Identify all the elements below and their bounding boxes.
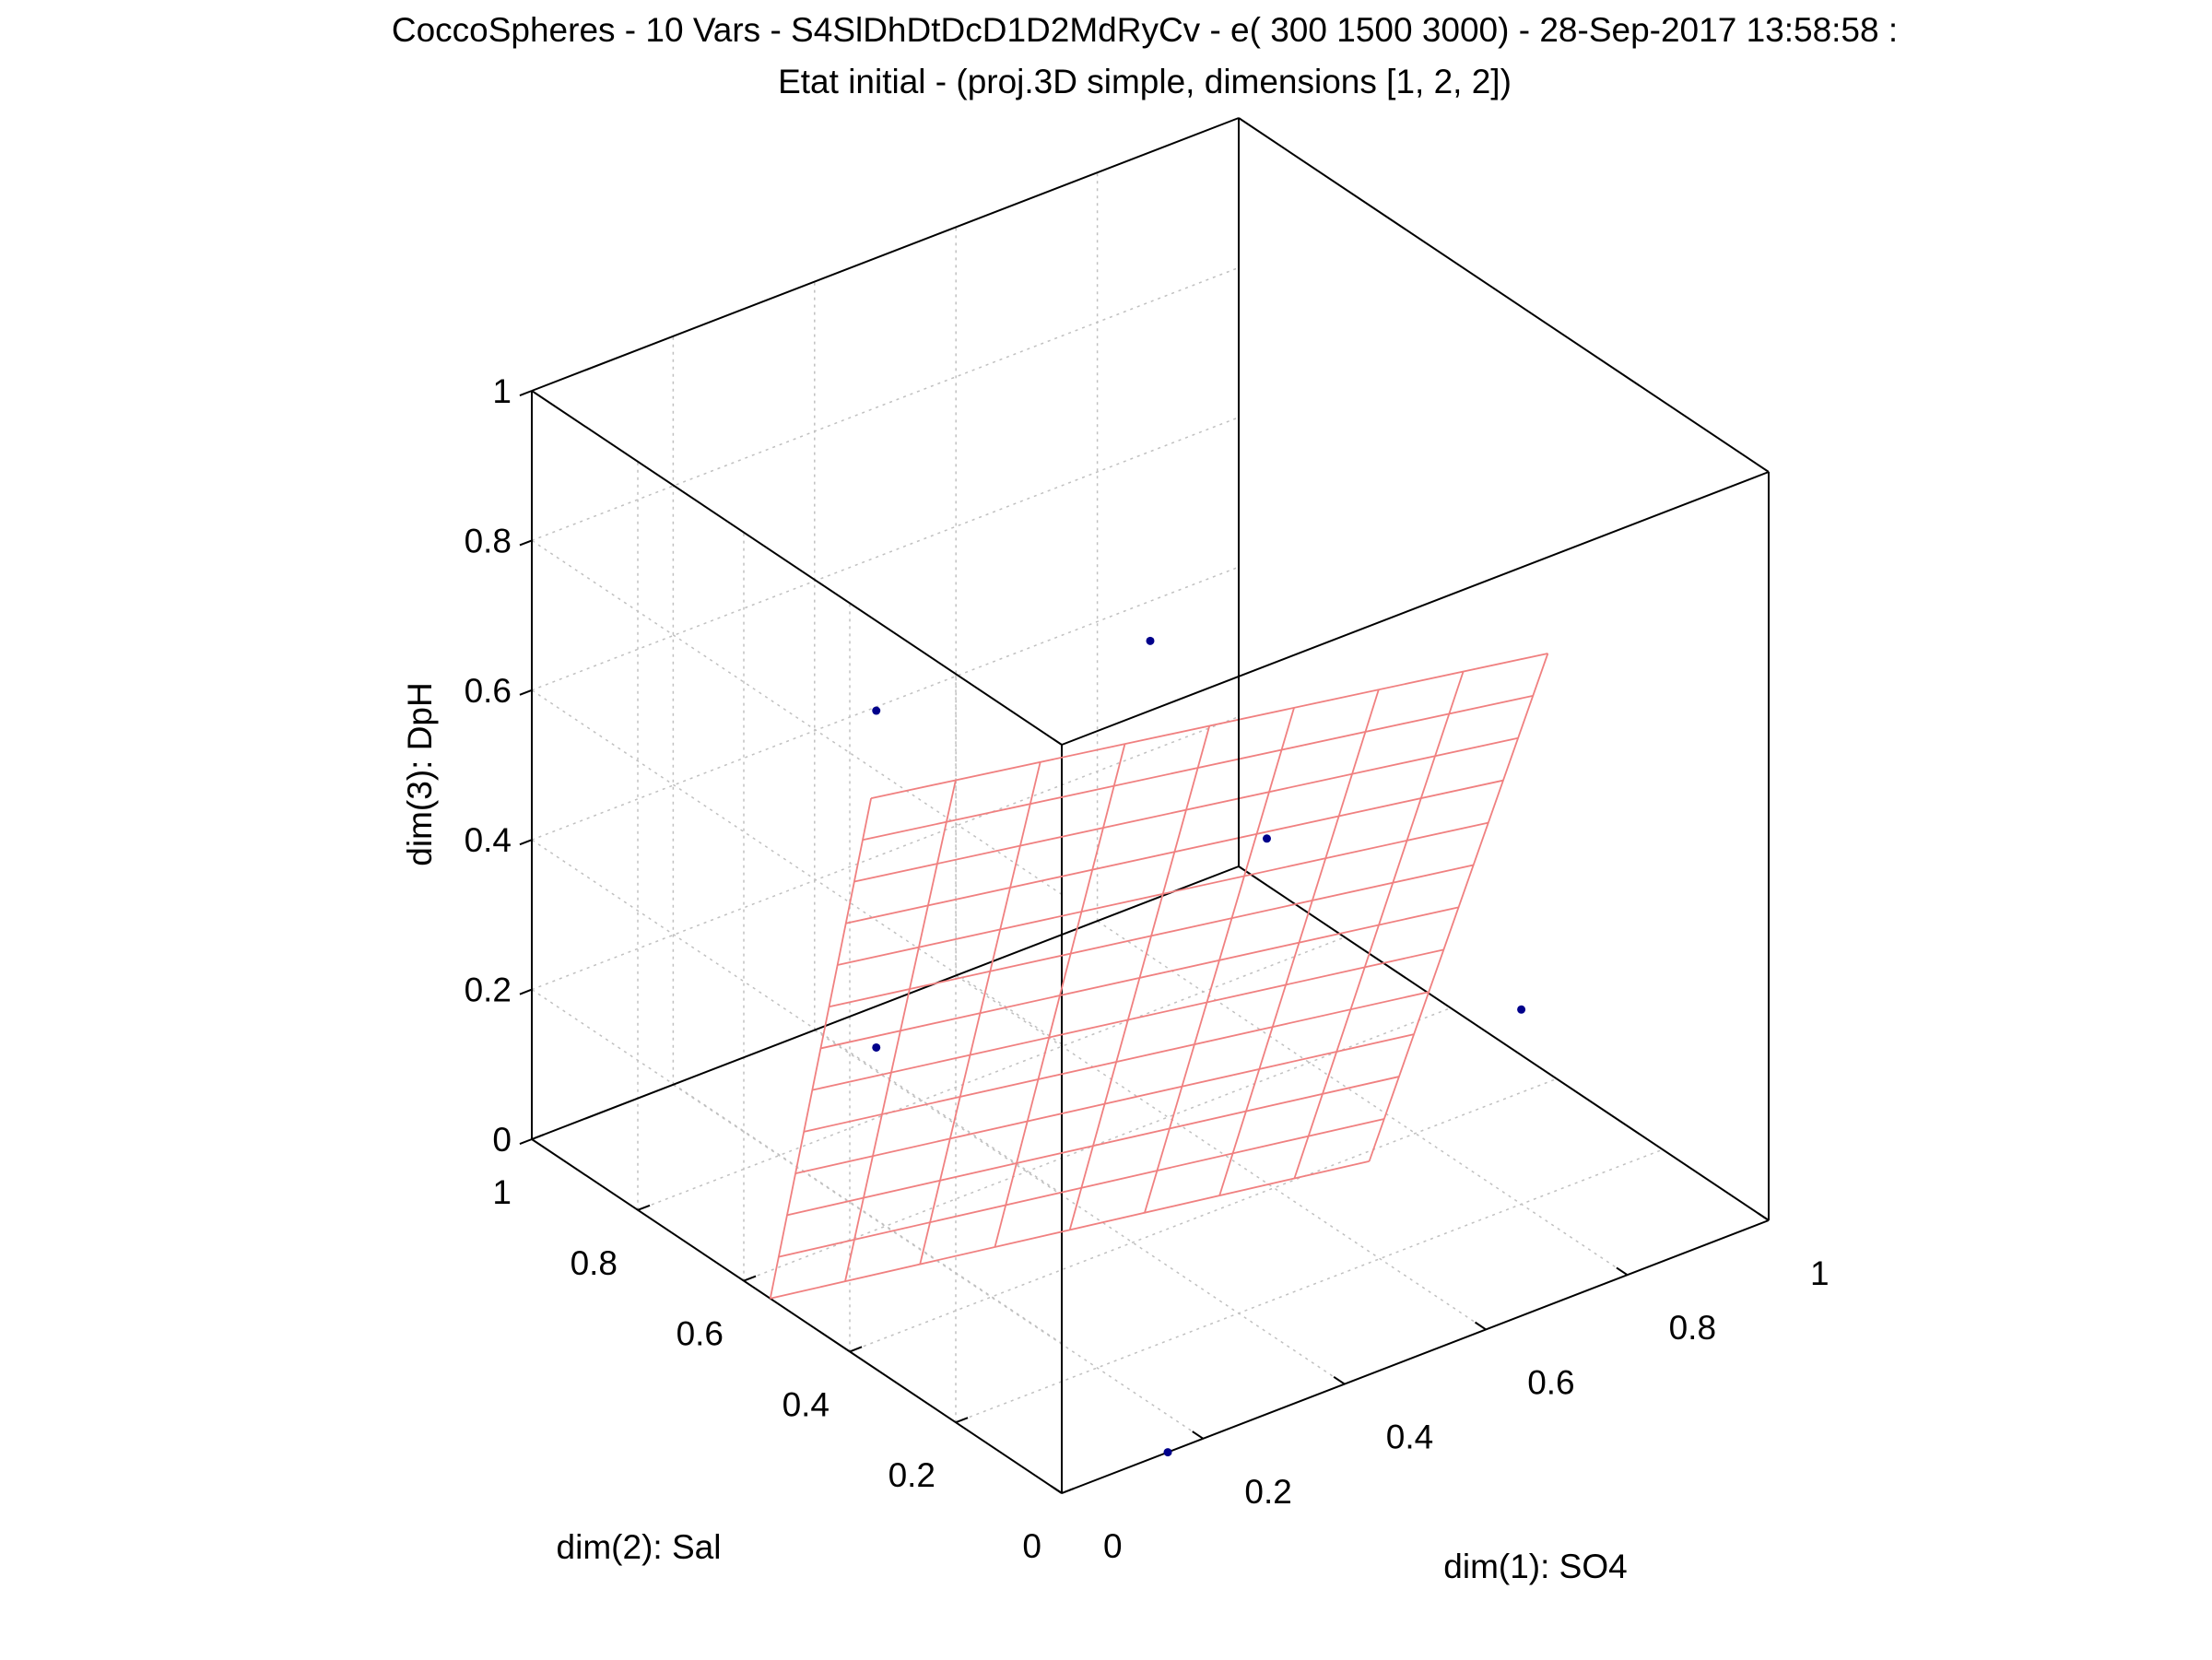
- z-tick-label: 0: [492, 1121, 512, 1159]
- z-tick-label: 0.6: [465, 672, 512, 710]
- data-point: [1517, 1005, 1526, 1014]
- x-tick-mark: [1757, 1212, 1770, 1221]
- axes-box-edge: [531, 117, 1240, 392]
- y-tick-mark: [743, 1275, 757, 1282]
- axes-box-front: [531, 117, 1770, 1220]
- z-tick-label: 0.8: [465, 522, 512, 559]
- z-tick-label: 0.2: [465, 971, 512, 1009]
- grid-line: [814, 1029, 1346, 1385]
- mesh-line: [870, 653, 1548, 799]
- y-tick-label: 1: [492, 1173, 512, 1211]
- x-axis-label: dim(1): SO4: [1443, 1548, 1627, 1585]
- grid-line: [531, 566, 1240, 841]
- axes-box-back: [531, 390, 1770, 1494]
- x-tick-label: 0: [1103, 1527, 1123, 1565]
- axes-box-edge: [531, 1138, 1063, 1494]
- data-point: [872, 706, 881, 715]
- grid-line: [955, 974, 1487, 1331]
- grid-line: [531, 539, 1063, 896]
- mesh-line: [786, 1076, 1400, 1217]
- axes-box-edge: [1238, 865, 1770, 1221]
- mesh-line: [812, 948, 1444, 1091]
- data-point: [1263, 834, 1271, 843]
- x-tick-label: 1: [1810, 1254, 1830, 1292]
- data-points: [872, 636, 1526, 1457]
- mesh-line: [853, 736, 1519, 883]
- y-axis-label: dim(2): Sal: [557, 1528, 722, 1566]
- grid-line: [637, 936, 1346, 1211]
- z-tick-label: 0.4: [465, 821, 512, 859]
- z-tick-mark: [519, 839, 533, 846]
- grid-line: [531, 839, 1063, 1195]
- x-tick-label: 0.6: [1527, 1363, 1574, 1401]
- y-tick-label: 0.4: [782, 1385, 830, 1423]
- grid-line: [849, 1077, 1558, 1353]
- x-tick-mark: [1475, 1321, 1487, 1331]
- chart-title-line-1: CoccoSpheres - 10 Vars - S4SlDhDtDcD1D2M…: [392, 11, 1898, 49]
- z-tick-mark: [519, 988, 533, 995]
- mesh-line: [778, 1118, 1384, 1258]
- grid-line: [955, 1148, 1664, 1423]
- y-tick-mark: [531, 1134, 545, 1140]
- x-tick-mark: [1333, 1375, 1346, 1385]
- mesh-line: [804, 991, 1430, 1133]
- mesh-line: [829, 864, 1474, 1008]
- y-tick-label: 0.6: [677, 1315, 724, 1353]
- data-point: [1163, 1448, 1172, 1457]
- axes-box-edge: [531, 390, 1063, 746]
- x-tick-mark: [1616, 1266, 1629, 1277]
- surface-mesh: [769, 653, 1549, 1300]
- chart-title-line-2: Etat initial - (proj.3D simple, dimensio…: [778, 63, 1512, 100]
- x-tick-label: 0.2: [1244, 1473, 1291, 1511]
- data-point: [1146, 636, 1155, 645]
- z-tick-mark: [519, 390, 533, 396]
- data-point: [872, 1042, 881, 1052]
- x-tick-label: 0.8: [1669, 1309, 1716, 1347]
- mesh-line: [837, 821, 1489, 966]
- x-tick-mark: [1192, 1430, 1204, 1440]
- grid-line: [531, 266, 1240, 542]
- tick-marks: [519, 390, 1770, 1494]
- mesh-line: [862, 694, 1534, 842]
- mesh-line: [794, 1033, 1415, 1174]
- z-axis-label: dim(3): DpH: [401, 682, 439, 865]
- y-tick-label: 0.2: [888, 1456, 935, 1494]
- z-tick-mark: [519, 689, 533, 696]
- z-tick-label: 1: [492, 372, 512, 410]
- y-tick-label: 0: [1022, 1527, 1041, 1565]
- y-tick-mark: [637, 1204, 651, 1211]
- x-tick-mark: [1050, 1485, 1063, 1494]
- axes-box-edge: [531, 865, 1240, 1140]
- grid-line: [1097, 920, 1629, 1276]
- grid-line: [531, 715, 1240, 991]
- grid-line: [531, 417, 1240, 691]
- tick-labels: 0 0.2 0.4 0.6 0.8 1 0 0.2 0.4 0.6 0.8 1 0 0.2 0.4 0.6 0.…: [465, 372, 1830, 1565]
- axes-box-edge: [1238, 117, 1770, 473]
- y-tick-mark: [849, 1346, 863, 1353]
- mesh-line: [770, 1160, 1370, 1300]
- grid-line: [531, 689, 1063, 1045]
- y-tick-mark: [1061, 1488, 1075, 1494]
- mesh-line: [845, 779, 1504, 924]
- z-tick-mark: [519, 1138, 533, 1145]
- axes-box-edge: [1061, 1219, 1770, 1494]
- y-tick-mark: [955, 1417, 969, 1424]
- x-tick-label: 0.4: [1386, 1419, 1433, 1456]
- mesh-line: [820, 906, 1459, 1050]
- axes-box-edge: [1061, 471, 1770, 746]
- y-tick-label: 0.8: [571, 1244, 618, 1282]
- z-tick-mark: [519, 539, 533, 547]
- grid-line: [743, 1007, 1452, 1282]
